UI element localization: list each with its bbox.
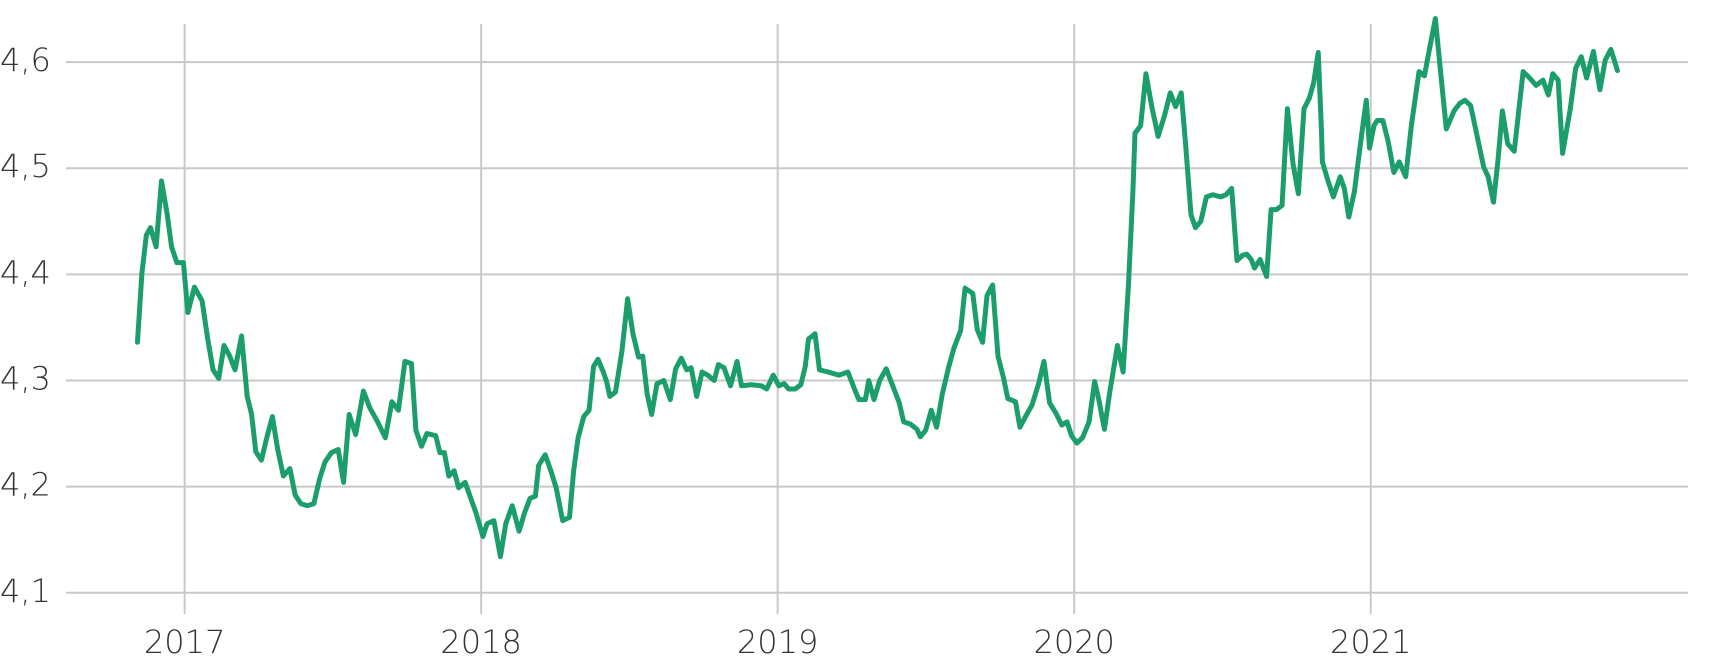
y-tick-label: 4,2 (0, 466, 51, 504)
y-tick-label: 4,6 (0, 41, 51, 79)
y-tick-label: 4,5 (0, 147, 51, 185)
x-tick-label: 2017 (144, 623, 225, 658)
y-tick-label: 4,3 (0, 359, 51, 397)
x-tick-label: 2020 (1033, 623, 1114, 658)
y-tick-label: 4,1 (0, 572, 51, 610)
data-line (134, 16, 1620, 560)
x-tick-label: 2019 (737, 623, 818, 658)
x-tick-label: 2018 (440, 623, 521, 658)
x-tick-label: 2021 (1330, 623, 1411, 658)
y-tick-label: 4,4 (0, 253, 51, 291)
